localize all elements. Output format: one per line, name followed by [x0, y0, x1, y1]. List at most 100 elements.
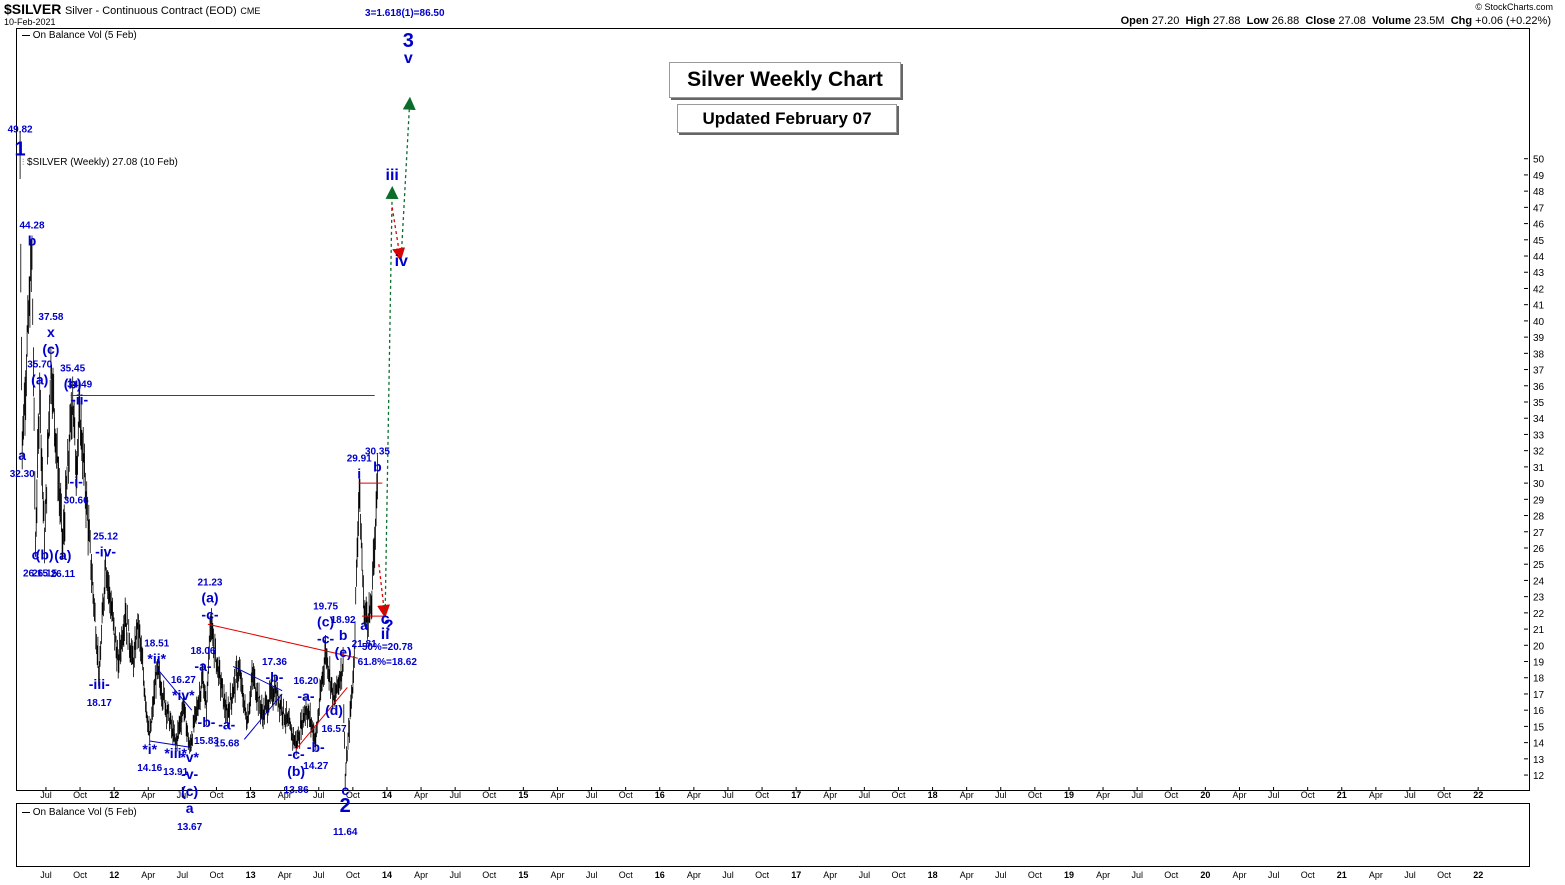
- x-tick-label: Jul: [449, 870, 461, 880]
- wave-label: 25.12: [93, 531, 118, 542]
- x-tick-label: Jul: [995, 790, 1007, 800]
- x-tick-label: 14: [382, 870, 392, 880]
- y-tick-label: 14: [1533, 739, 1545, 750]
- low-label: Low: [1246, 15, 1269, 27]
- chart-header: $SILVER Silver - Continuous Contract (EO…: [4, 1, 260, 17]
- wave-label: 14.16: [137, 763, 162, 774]
- x-tick-label: Apr: [687, 870, 701, 880]
- y-tick-label: 22: [1533, 609, 1545, 620]
- wave-label: (b): [287, 763, 305, 779]
- y-tick-label: 29: [1533, 495, 1545, 506]
- wave-label: c: [341, 782, 349, 798]
- channel-line: [232, 665, 283, 692]
- x-tick-label: Apr: [550, 870, 564, 880]
- wave-label: ii: [381, 626, 390, 643]
- wave-label: 13.67: [177, 822, 202, 833]
- wave-label: -b-: [307, 739, 325, 755]
- y-tick-label: 32: [1533, 447, 1545, 458]
- wave-label: 16.27: [171, 675, 196, 686]
- wave-label: 3: [403, 30, 414, 52]
- open-value: 27.20: [1151, 15, 1180, 27]
- x-tick-label: Jul: [313, 790, 325, 800]
- projection-arrows: [377, 96, 416, 619]
- chart-title: Silver Weekly Chart: [687, 68, 883, 91]
- wave-label: 61.8%=18.62: [358, 657, 418, 668]
- wave-label: 17.36: [262, 657, 287, 668]
- x-tick-label: 22: [1473, 790, 1483, 800]
- x-tick-label: Jul: [1268, 870, 1280, 880]
- x-tick-label: Oct: [1164, 870, 1179, 880]
- wave-label: -c-: [317, 630, 334, 646]
- wave-label: (a): [201, 589, 218, 605]
- x-tick-label: 19: [1064, 790, 1074, 800]
- wave-label: 50%=20.78: [362, 642, 413, 653]
- x-tick-label: Jul: [177, 790, 189, 800]
- x-tick-label: 20: [1200, 790, 1210, 800]
- x-tick-label: Jul: [40, 790, 52, 800]
- x-tick-label: Jul: [859, 870, 871, 880]
- x-tick-label: Oct: [1437, 790, 1452, 800]
- channel-line: [243, 693, 283, 740]
- x-tick-label: Jul: [1404, 790, 1416, 800]
- wave-label: 13.91: [163, 767, 188, 778]
- wave-label: *iii*: [164, 745, 187, 761]
- x-tick-label: Oct: [482, 870, 497, 880]
- x-tick-label: Oct: [619, 870, 634, 880]
- x-tick-label: 14: [382, 790, 392, 800]
- exchange: CME: [240, 6, 261, 16]
- x-tick-label: Jul: [1131, 790, 1143, 800]
- y-tick-label: 28: [1533, 512, 1545, 523]
- wave-label: 15.83: [194, 736, 219, 747]
- x-tick-label: Oct: [73, 790, 88, 800]
- wave-label: (a): [54, 547, 71, 563]
- x-tick-label: 15: [518, 790, 528, 800]
- y-tick-label: 16: [1533, 706, 1545, 717]
- wave-label: iii: [386, 167, 399, 184]
- x-tick-label: Jul: [1268, 790, 1280, 800]
- down-arrow: [377, 564, 391, 619]
- wave-label: -i-: [70, 473, 84, 489]
- wave-label: 35.70: [27, 360, 52, 371]
- wave-label: (a): [31, 372, 48, 388]
- x-tick-label: Oct: [1028, 790, 1043, 800]
- x-tick-label: Oct: [209, 790, 224, 800]
- x-tick-label: Oct: [891, 870, 906, 880]
- x-tick-label: 18: [928, 870, 938, 880]
- trend-lines: [70, 395, 386, 750]
- x-tick-label: Apr: [687, 790, 701, 800]
- wave-label: b: [339, 627, 348, 643]
- y-tick-label: 34: [1533, 414, 1545, 425]
- x-tick-label: 19: [1064, 870, 1074, 880]
- y-tick-label: 41: [1533, 301, 1545, 312]
- x-tick-label: 16: [655, 790, 665, 800]
- x-tick-label: Apr: [414, 870, 428, 880]
- wave-label: (e): [335, 644, 352, 660]
- x-tick-label: Oct: [346, 870, 361, 880]
- x-tick-label: Oct: [73, 870, 88, 880]
- y-tick-label: 49: [1533, 171, 1545, 182]
- wave-label: *v*: [180, 749, 199, 765]
- x-tick-label: Oct: [755, 870, 770, 880]
- wave-label: b: [373, 458, 382, 474]
- wave-label: a: [186, 800, 194, 816]
- x-tick-label: Oct: [482, 790, 497, 800]
- open-label: Open: [1120, 15, 1149, 27]
- x-tick-label: Apr: [1369, 870, 1383, 880]
- y-tick-label: 23: [1533, 593, 1545, 604]
- x-tick-label: Jul: [313, 870, 325, 880]
- y-tick-label: 20: [1533, 641, 1545, 652]
- y-tick-label: 18: [1533, 674, 1545, 685]
- wave-label: -c-: [288, 746, 305, 762]
- x-tick-label: Apr: [1096, 790, 1110, 800]
- x-tick-label: Oct: [346, 790, 361, 800]
- wave-label: 11.64: [333, 827, 358, 838]
- up-arrow: [400, 96, 416, 257]
- y-tick-label: 35: [1533, 398, 1545, 409]
- wave-label: *ii*: [147, 650, 166, 666]
- x-tick-label: Apr: [960, 870, 974, 880]
- wave-label: (c): [42, 341, 59, 357]
- y-tick-label: 25: [1533, 560, 1545, 571]
- obv-label-top: On Balance Vol (5 Feb): [22, 30, 137, 41]
- wave-label: 16.20: [293, 676, 318, 687]
